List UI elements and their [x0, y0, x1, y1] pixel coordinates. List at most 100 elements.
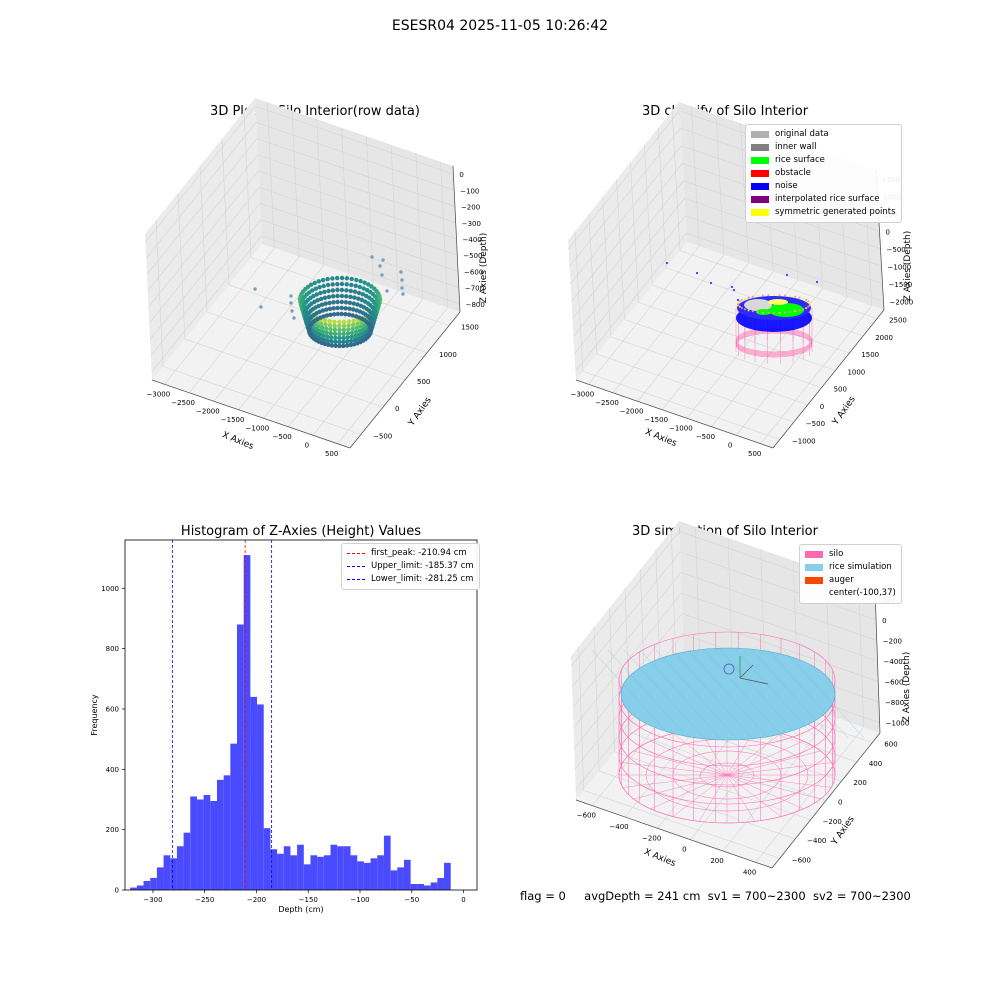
classify-y-tick: 2000 — [875, 334, 893, 342]
rice-mesh-line — [607, 649, 689, 739]
raw-scatter-point — [330, 282, 335, 287]
histogram-bar — [230, 743, 238, 890]
classify-y-tick: 0 — [820, 403, 824, 411]
raw-scatter-point — [322, 289, 327, 295]
raw-scatter-point — [331, 306, 336, 311]
raw-y-tick: 0 — [395, 405, 399, 413]
raw-z-tick: −500 — [463, 252, 482, 260]
rice-mesh-line — [687, 649, 769, 739]
raw-scatter-point — [361, 286, 366, 291]
raw-scatter-point — [400, 286, 404, 290]
classify-noise-point — [804, 301, 808, 305]
simulation-x-axis-label: X Axies — [642, 847, 677, 869]
classify-grid-y — [624, 319, 822, 388]
raw-scatter-point — [351, 301, 356, 306]
legend-item-original-data: original data — [751, 128, 896, 141]
raw-scatter-point — [344, 343, 350, 348]
raw-scatter-point — [259, 305, 263, 309]
histogram-bar — [444, 862, 451, 890]
raw-scatter-point — [319, 325, 325, 330]
classify-point — [773, 294, 775, 296]
raw-grid-z2 — [145, 105, 256, 243]
classify-x-tick: −2000 — [620, 407, 644, 415]
simulation-x-tick: −400 — [609, 823, 628, 831]
histogram-x-tick-label: −250 — [195, 896, 214, 904]
raw-scatter-point — [353, 283, 358, 288]
raw-scatter-point — [339, 299, 344, 305]
raw-scatter-point — [352, 295, 357, 300]
raw-scatter-point — [344, 288, 349, 293]
classify-y-tick: −1000 — [792, 437, 816, 445]
raw-scatter-point — [321, 333, 326, 338]
histogram-bar — [263, 828, 271, 890]
classify-z-tick: −1500 — [889, 281, 913, 289]
raw-scatter-point — [321, 314, 326, 319]
raw-scatter-point — [321, 283, 326, 289]
status-flag: flag = 0 — [520, 889, 566, 903]
histogram-x-tick-label: −50 — [404, 896, 419, 904]
histogram-x-tick-label: −100 — [350, 896, 369, 904]
simulation-x-axis — [575, 799, 773, 869]
classify-grid-z2 — [570, 145, 682, 284]
classify-grid-yv — [657, 127, 667, 268]
histogram-x-tick-label: 0 — [461, 896, 465, 904]
classify-grid-z2 — [575, 233, 687, 372]
raw-grid-z2 — [146, 138, 258, 275]
raw-grid-z2 — [150, 219, 262, 356]
raw-grid-z2 — [145, 122, 257, 259]
raw-y-tick: 1000 — [439, 351, 457, 359]
classify-point — [808, 304, 811, 307]
simulation-grid-y — [629, 732, 827, 801]
classify-x-axis — [575, 379, 774, 449]
raw-scatter-point — [332, 319, 337, 324]
rice-mesh-line — [735, 649, 817, 739]
simulation-z-tick: −1000 — [886, 720, 910, 728]
histogram-bar — [283, 846, 291, 890]
raw-scatter-point — [319, 296, 324, 302]
raw-scatter-point — [385, 289, 389, 293]
raw-scatter-point — [341, 339, 346, 345]
raw-scatter-point — [323, 326, 329, 331]
simulation-y-tick: −400 — [807, 837, 826, 845]
raw-grid-z2 — [147, 154, 258, 291]
histogram-bar — [150, 877, 157, 890]
classify-z-tick: −1000 — [888, 263, 912, 271]
raw-scatter-point — [325, 338, 330, 343]
raw-x-tick: 500 — [325, 450, 338, 458]
classify-point — [743, 308, 746, 311]
raw-scatter-point — [357, 284, 362, 290]
raw-scatter-point — [335, 293, 340, 299]
raw-scatter-point — [335, 311, 340, 317]
legend-item-noise: noise — [751, 180, 896, 193]
raw-scatter-point — [347, 300, 353, 305]
raw-scatter-point — [354, 308, 359, 313]
raw-scatter-point — [327, 319, 332, 324]
raw-scatter-point — [331, 300, 336, 305]
simulation-y-tick: −600 — [792, 856, 811, 864]
raw-scatter-point — [344, 276, 350, 281]
classify-point — [767, 294, 770, 297]
raw-scatter-point — [351, 342, 357, 347]
raw-3d-tick-labels: −3000−2500−2000−1500−1000−5000500−500050… — [147, 171, 485, 458]
simulation-grid-z2 — [571, 551, 681, 688]
raw-scatter-point — [323, 322, 328, 327]
raw-scatter-point — [333, 339, 338, 344]
histogram-bar — [163, 855, 171, 890]
histogram-bar — [190, 796, 197, 890]
classify-noise-point — [665, 261, 669, 265]
raw-scatter-point — [345, 339, 350, 344]
raw-scatter-point — [320, 277, 326, 283]
classify-point — [747, 296, 750, 299]
status-line: flag = 0 avgDepth = 241 cm sv1 = 700~230… — [520, 889, 911, 903]
raw-y-tick: 500 — [417, 378, 430, 386]
legend-swatch — [751, 196, 769, 203]
classify-grid-x — [612, 254, 725, 393]
histogram-y-label: Frequency — [90, 694, 99, 736]
legend-item-rice-surface: rice surface — [751, 154, 896, 167]
rice-mesh-line — [783, 649, 865, 739]
classify-noise-point — [709, 281, 713, 285]
classify-point — [737, 301, 740, 304]
simulation-z-axis-label: Z Axies (Depth) — [902, 652, 912, 723]
legend-item-silo: silo — [805, 548, 896, 561]
raw-scatter-point — [337, 323, 342, 329]
